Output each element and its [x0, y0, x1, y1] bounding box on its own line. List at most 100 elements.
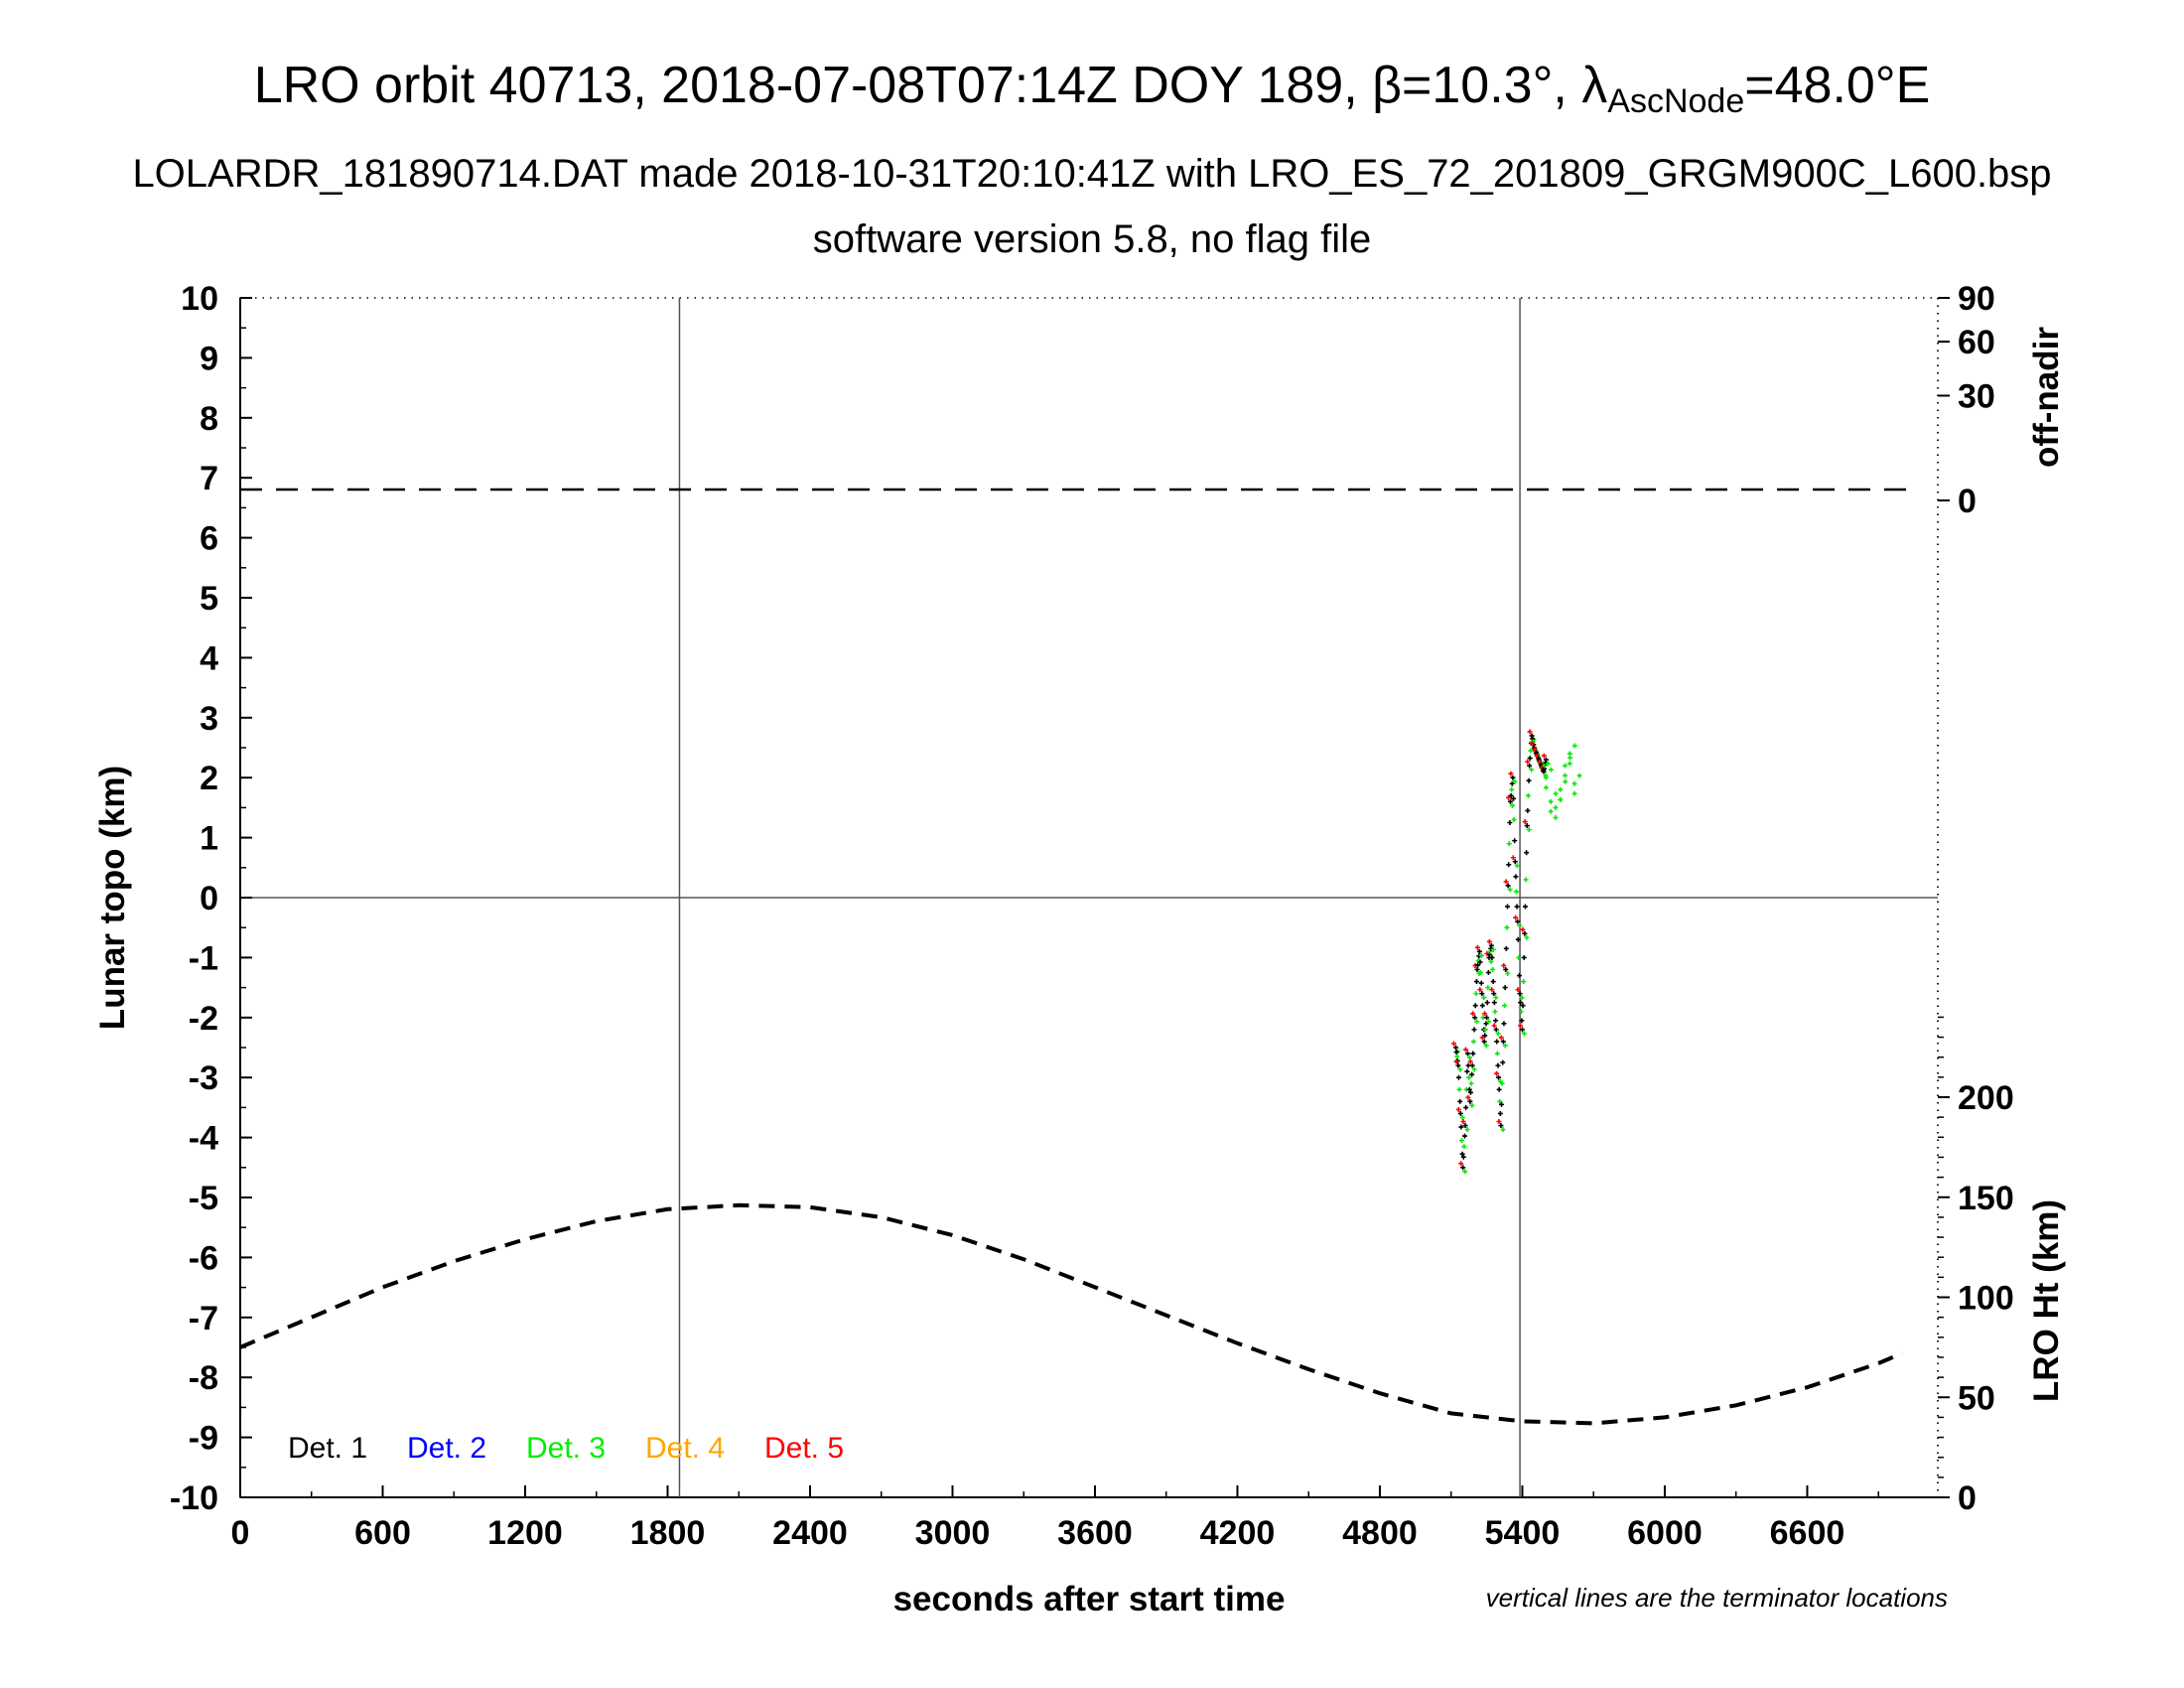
topo-point-det1 — [1496, 1074, 1502, 1080]
topo-point-det1 — [1469, 1071, 1475, 1077]
topo-point-det3 — [1494, 1051, 1500, 1056]
topo-point-det3 — [1517, 922, 1523, 928]
topo-point-det1 — [1484, 1015, 1490, 1021]
topo-point-det1 — [1524, 850, 1530, 856]
topo-point-det1 — [1527, 763, 1533, 769]
topo-point-det1 — [1489, 954, 1495, 960]
topo-point-det5 — [1489, 987, 1495, 993]
topo-point-det3 — [1512, 778, 1518, 784]
topo-point-det1 — [1543, 757, 1549, 763]
topo-point-det3 — [1456, 1086, 1462, 1092]
topo-point-det1 — [1491, 991, 1497, 997]
topo-point-det3 — [1462, 1169, 1468, 1175]
x-tick-label: 0 — [231, 1514, 250, 1552]
topo-point-det3 — [1545, 761, 1551, 767]
topo-point-det1 — [1466, 1086, 1472, 1092]
topo-point-det5 — [1477, 987, 1483, 993]
topo-point-det1 — [1478, 980, 1484, 986]
topo-point-det1 — [1520, 1003, 1526, 1009]
topo-point-det5 — [1482, 1011, 1488, 1017]
topo-point-det1 — [1457, 1110, 1463, 1116]
lro-height-tick-label: 150 — [1958, 1180, 2014, 1217]
topo-point-det1 — [1524, 823, 1530, 829]
topo-point-det1 — [1526, 777, 1532, 783]
y-tick-label: 7 — [200, 460, 218, 497]
y-tick-label: -3 — [189, 1059, 218, 1097]
y-tick-label: 4 — [200, 639, 218, 677]
off-nadir-tick-label: 0 — [1958, 483, 1977, 520]
y-tick-label: -6 — [189, 1239, 218, 1277]
y-tick-label: 2 — [200, 760, 218, 797]
topo-point-det1 — [1479, 991, 1485, 997]
topo-point-det5 — [1470, 1011, 1476, 1017]
topo-point-det1 — [1459, 1151, 1465, 1157]
topo-point-det5 — [1460, 1119, 1466, 1125]
topo-point-det3 — [1457, 1066, 1463, 1072]
topo-point-det5 — [1537, 759, 1543, 765]
topo-point-det1 — [1514, 904, 1520, 910]
x-tick-label: 5400 — [1485, 1514, 1561, 1552]
topo-point-det5 — [1451, 1041, 1456, 1047]
lro-height-tick-label: 0 — [1958, 1479, 1977, 1517]
x-tick-label: 4200 — [1200, 1514, 1276, 1552]
topo-point-det3 — [1497, 1098, 1503, 1104]
x-tick-label: 6000 — [1627, 1514, 1703, 1552]
topo-point-det1 — [1491, 1000, 1497, 1006]
legend-item-det2: Det. 2 — [407, 1432, 486, 1465]
topo-point-det5 — [1503, 879, 1509, 885]
reference-lines-layer — [239, 488, 1915, 1426]
y-tick-label: -1 — [189, 939, 218, 977]
topo-point-det1 — [1462, 1123, 1468, 1129]
topo-point-det3 — [1511, 816, 1517, 822]
topo-point-det3 — [1543, 774, 1549, 780]
topo-point-det3 — [1473, 991, 1479, 997]
topo-point-det3 — [1563, 778, 1569, 784]
y-tick-label: -4 — [189, 1120, 218, 1158]
topo-point-det3 — [1464, 1127, 1470, 1133]
topo-point-det1 — [1473, 979, 1479, 985]
topo-point-det1 — [1467, 1089, 1473, 1095]
topo-point-det1 — [1505, 883, 1511, 889]
topo-point-det1 — [1508, 798, 1514, 804]
x-tick-label: 1200 — [487, 1514, 563, 1552]
topo-point-det1 — [1453, 1045, 1458, 1051]
lro-height-tick-label: 100 — [1958, 1280, 2014, 1318]
topo-point-det3 — [1478, 970, 1484, 975]
topo-point-det5 — [1534, 753, 1540, 759]
topo-point-det1 — [1488, 942, 1494, 948]
topo-point-det3 — [1553, 814, 1559, 820]
topo-point-det1 — [1500, 1059, 1506, 1065]
topo-point-det1 — [1498, 1123, 1504, 1129]
topo-point-det3 — [1513, 889, 1519, 895]
y-tick-label: -10 — [170, 1479, 218, 1517]
ticks-layer: 0 600 1200 1800 2400 3000 3600 4200 4800 5400 6000… — [170, 280, 2014, 1552]
off-nadir-tick-label: 30 — [1958, 377, 1995, 415]
legend-item-det3: Det. 3 — [526, 1432, 606, 1465]
topo-point-det1 — [1474, 966, 1480, 972]
topo-point-det5 — [1498, 1035, 1504, 1041]
topo-point-det5 — [1539, 765, 1545, 771]
topo-point-det5 — [1515, 987, 1521, 993]
topo-point-det5 — [1474, 944, 1480, 950]
topo-point-det1 — [1457, 1098, 1463, 1104]
chart-title: LRO orbit 40713, 2018-07-08T07:14Z DOY 1… — [254, 57, 1931, 120]
legend-item-det4: Det. 4 — [645, 1432, 725, 1465]
topo-point-det1 — [1509, 780, 1515, 786]
topo-point-det3 — [1495, 1031, 1501, 1037]
lro-height-tick-label: 200 — [1958, 1079, 2014, 1117]
topo-point-det3 — [1553, 790, 1559, 796]
chart-title-main: LRO orbit 40713, 2018-07-08T07:14Z DOY 1… — [254, 57, 1608, 114]
topo-point-det5 — [1522, 819, 1528, 825]
topo-point-det3 — [1454, 1054, 1460, 1059]
topo-point-det1 — [1458, 1124, 1464, 1130]
topo-point-det1 — [1525, 807, 1531, 813]
topo-point-det5 — [1491, 1023, 1497, 1029]
topo-point-det3 — [1482, 1027, 1488, 1033]
topo-point-det1 — [1485, 970, 1491, 975]
topo-point-det1 — [1512, 838, 1518, 844]
topo-point-det1 — [1495, 1062, 1501, 1068]
topo-point-det1 — [1508, 792, 1514, 798]
y-tick-label: 6 — [200, 520, 218, 558]
topo-point-det3 — [1521, 1031, 1527, 1037]
topo-point-det3 — [1481, 995, 1487, 1001]
